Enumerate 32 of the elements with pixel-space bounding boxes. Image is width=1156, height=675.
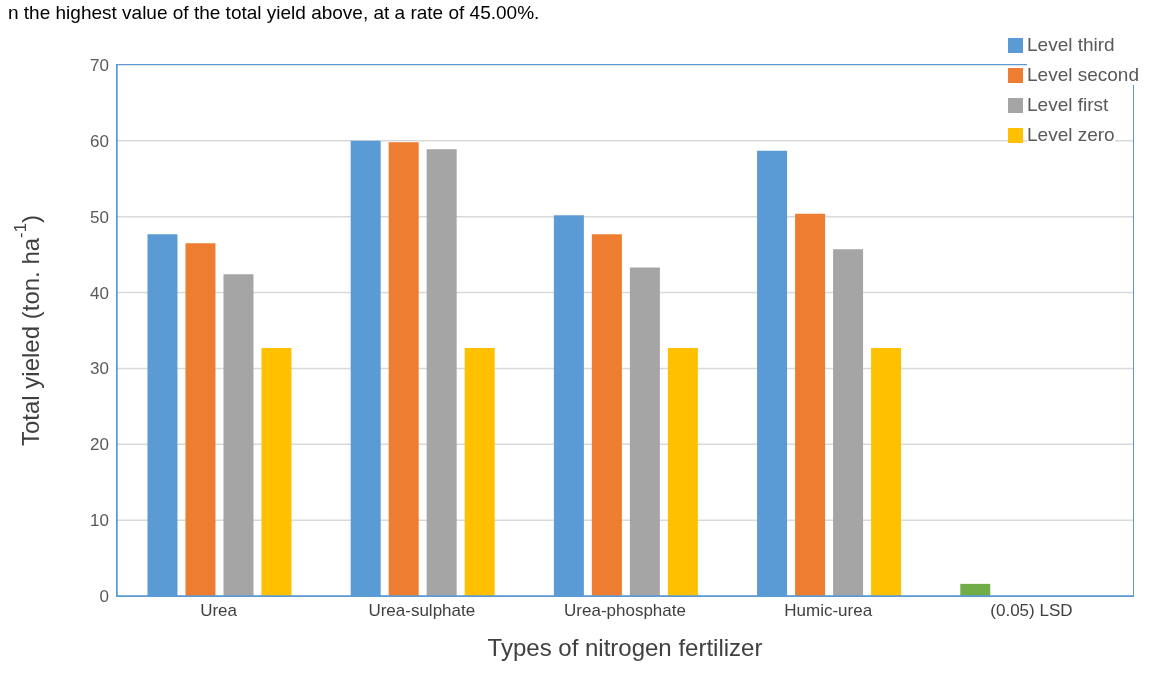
bar — [833, 249, 864, 596]
y-tick-label: 60 — [90, 131, 109, 151]
x-tick-label: Urea — [200, 601, 238, 621]
bar — [795, 213, 826, 596]
y-tick-label: 40 — [90, 283, 109, 303]
legend-label: Level first — [1027, 94, 1109, 115]
bar — [960, 583, 991, 596]
bar — [185, 243, 216, 596]
bar — [667, 347, 698, 596]
bar — [871, 347, 902, 596]
bar — [261, 347, 292, 596]
legend-label: Level third — [1027, 34, 1115, 55]
x-tick-label: Urea-sulphate — [368, 601, 476, 621]
y-tick-label: 50 — [90, 207, 109, 227]
x-axis-title: Types of nitrogen fertilizer — [487, 634, 763, 661]
x-tick-label: (0.05) LSD — [990, 601, 1073, 621]
text: n the highest value of the total yield above, at a rate of 45.00%. — [8, 2, 540, 24]
y-tick-label: 30 — [90, 359, 109, 379]
bar — [629, 267, 660, 596]
bar — [223, 274, 254, 596]
y-tick-label: 10 — [90, 511, 109, 531]
y-tick-label: 70 — [90, 56, 109, 76]
legend-label: Level zero — [1027, 124, 1115, 145]
x-tick-label: Humic-urea — [784, 601, 873, 621]
y-tick-label: 20 — [90, 435, 109, 455]
y-tick-label: 0 — [99, 587, 109, 607]
bar — [464, 347, 495, 596]
bar — [388, 142, 419, 596]
bar — [591, 234, 622, 596]
legend-label: Level second — [1027, 64, 1139, 85]
bar — [426, 149, 457, 596]
x-tick-label: Urea-phosphate — [564, 601, 686, 621]
